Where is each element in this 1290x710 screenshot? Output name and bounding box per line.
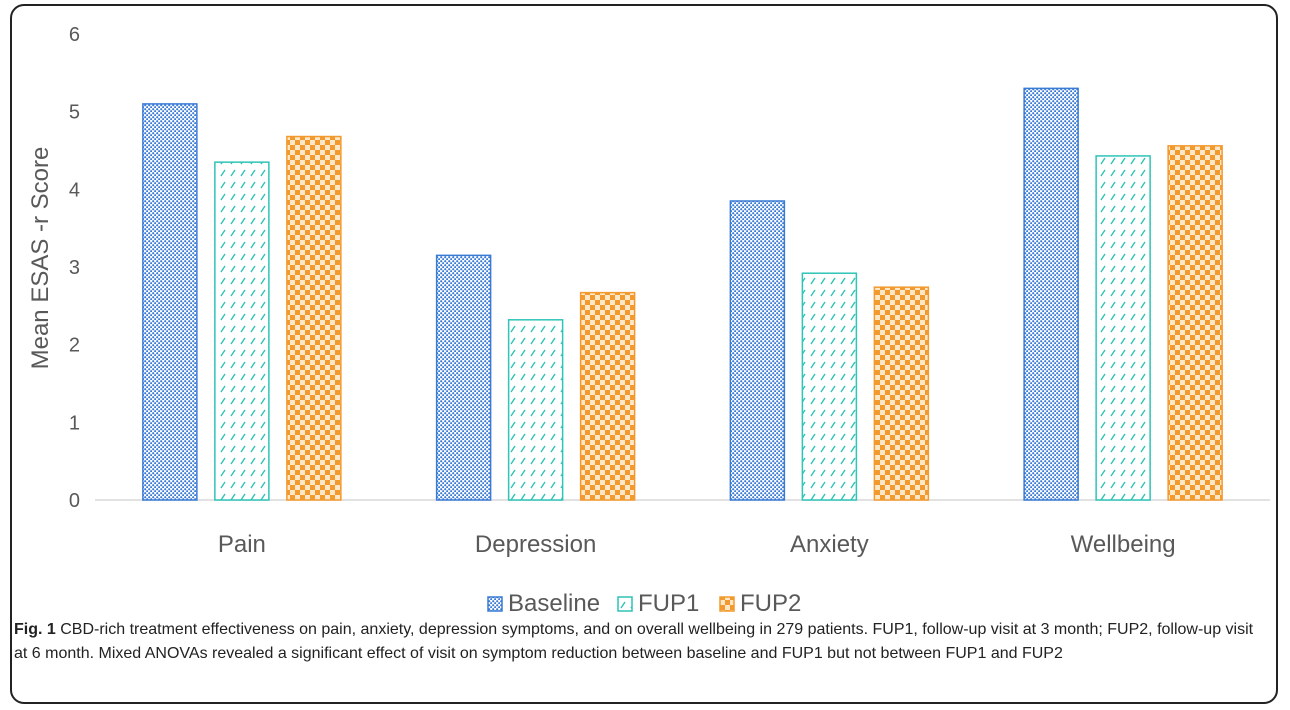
y-tick-label: 5: [69, 102, 80, 124]
bar-fup1-depression: [507, 319, 564, 501]
y-tick-label: 1: [69, 412, 80, 434]
x-tick-label: Pain: [218, 531, 266, 558]
legend-label-fup2: FUP2: [740, 590, 801, 617]
legend-swatch-baseline: [487, 596, 503, 612]
legend-label-fup1: FUP1: [638, 590, 699, 617]
legend-swatch-fup2: [719, 596, 735, 612]
bar-fup2-wellbeing: [1167, 145, 1223, 501]
y-tick-label: 3: [69, 257, 80, 279]
y-tick-label: 2: [69, 335, 80, 357]
bar-chart: Mean ESAS -r Score 0 1 2 3 4 5 6 Pain Depressio…: [27, 24, 1270, 617]
figure-caption: Fig. 1 CBD-rich treatment effectiveness …: [14, 618, 1264, 666]
x-tick-label: Anxiety: [790, 531, 869, 558]
y-tick-label: 0: [69, 490, 80, 512]
y-tick-label: 6: [69, 24, 80, 46]
bar-fup2-pain: [286, 135, 342, 501]
bar-fup1-pain: [214, 161, 270, 501]
bar-fup2-depression: [579, 291, 636, 501]
bar-fup1-wellbeing: [1095, 155, 1151, 501]
bar-fup2-anxiety: [873, 286, 930, 501]
x-tick-label: Wellbeing: [1071, 531, 1176, 558]
caption-text: CBD-rich treatment effectiveness on pain…: [14, 621, 1254, 662]
y-tick-label: 4: [69, 179, 80, 201]
bar-fup1-anxiety: [801, 272, 858, 501]
bar-baseline-depression: [435, 254, 492, 501]
legend-label-baseline: Baseline: [508, 590, 600, 617]
bar-baseline-wellbeing: [1023, 87, 1079, 501]
bar-baseline-pain: [142, 103, 198, 501]
x-tick-label: Depression: [475, 531, 596, 558]
bar-baseline-anxiety: [729, 200, 786, 501]
y-axis-label: Mean ESAS -r Score: [27, 147, 54, 370]
legend-swatch-fup1: [617, 596, 633, 612]
caption-label: Fig. 1: [14, 621, 56, 638]
